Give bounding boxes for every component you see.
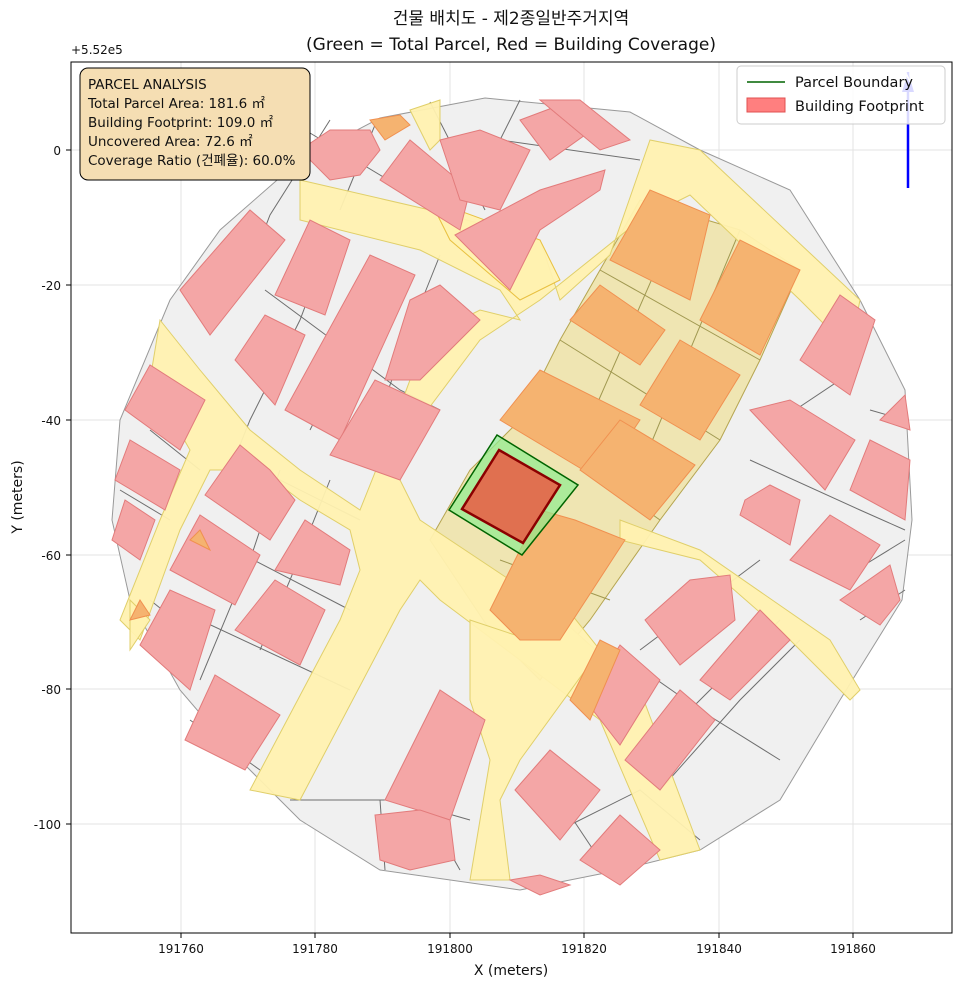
zone-building: [189, 529, 212, 552]
x-tick-label: 191860: [830, 942, 876, 956]
x-tick-label: 191800: [427, 942, 473, 956]
x-axis: 191760 191780 191800 191820 191840 19186…: [158, 933, 876, 979]
y-tick-label: -100: [34, 818, 61, 832]
parcel-analysis-box: PARCEL ANALYSIS Total Parcel Area: 181.6…: [79, 67, 311, 181]
context-building: [274, 519, 351, 586]
legend-building-swatch: [746, 97, 786, 113]
context-building: [384, 284, 481, 381]
context-building: [508, 874, 572, 896]
context-building: [644, 574, 736, 666]
context-building: [274, 219, 351, 316]
zone-building: [369, 114, 411, 141]
context-building: [579, 814, 661, 886]
road-network: [119, 139, 861, 861]
context-building: [204, 444, 296, 541]
context-building: [179, 209, 286, 336]
context-building: [739, 484, 801, 546]
info-total-area: Total Parcel Area: 181.6 ㎡: [87, 96, 265, 112]
context-building: [699, 609, 791, 701]
context-building: [234, 314, 306, 406]
zone-building: [129, 599, 151, 621]
road-segment: [619, 519, 861, 701]
zone-building: [569, 639, 621, 721]
info-building-footprint: Building Footprint: 109.0 ㎡: [88, 115, 274, 131]
x-tick-label: 191780: [292, 942, 338, 956]
info-box-background: [79, 67, 311, 181]
info-uncovered-area: Uncovered Area: 72.6 ㎡: [88, 134, 253, 150]
zone-building: [579, 419, 696, 521]
map-content: N: [111, 71, 914, 896]
context-buildings: [111, 99, 911, 896]
context-building: [799, 294, 876, 396]
zone-building: [639, 339, 741, 441]
context-building: [879, 393, 911, 431]
context-building: [284, 254, 416, 441]
context-building: [299, 129, 381, 181]
y-axis-label: Y (meters): [10, 460, 26, 534]
context-building: [514, 749, 601, 841]
context-building: [839, 564, 901, 626]
zone-buildings: [129, 114, 801, 721]
x-tick-label: 191820: [561, 942, 607, 956]
context-building: [234, 579, 326, 666]
x-tick-label: 191760: [158, 942, 204, 956]
x-axis-label: X (meters): [474, 963, 548, 979]
plot-frame: [70, 61, 953, 934]
y-offset-label: +5.52e5: [71, 43, 123, 57]
legend-parcel-label: Parcel Boundary: [795, 75, 913, 91]
zone-line: [599, 269, 761, 361]
y-tick-label: 0: [53, 144, 61, 158]
context-building: [439, 129, 531, 211]
y-tick-label: -80: [41, 683, 61, 697]
context-building: [139, 589, 216, 691]
y-axis: 0 -20 -40 -60 -80 -100 +5.52e5 Y (meters…: [10, 43, 123, 832]
subject-building-footprint[interactable]: [460, 448, 562, 545]
parcel-line: [749, 459, 906, 531]
legend-frame: [736, 65, 946, 125]
context-building: [538, 99, 632, 151]
legend: Parcel Boundary Building Footprint: [736, 65, 946, 125]
context-building: [124, 364, 206, 451]
context-building: [114, 439, 181, 511]
y-tick-label: -40: [41, 414, 61, 428]
zone-building: [609, 189, 711, 301]
parcel-line: [659, 639, 801, 791]
zone-building: [569, 284, 666, 366]
context-building: [111, 499, 156, 561]
info-coverage-ratio: Coverage Ratio (건폐율): 60.0%: [88, 153, 296, 169]
context-building: [789, 514, 881, 591]
context-building: [374, 809, 456, 871]
y-tick-label: -20: [41, 279, 61, 293]
y-tick-label: -60: [41, 549, 61, 563]
context-building: [184, 674, 281, 771]
zone-building: [699, 239, 801, 356]
map-title-line1: 건물 배치도 - 제2종일반주거지역: [393, 9, 629, 29]
context-building: [454, 169, 606, 291]
context-building: [624, 689, 716, 791]
context-building: [749, 399, 856, 491]
info-heading: PARCEL ANALYSIS: [88, 77, 207, 93]
legend-building-label: Building Footprint: [795, 99, 924, 115]
context-building: [329, 379, 441, 481]
x-tick-label: 191840: [696, 942, 742, 956]
map-title-line2: (Green = Total Parcel, Red = Building Co…: [306, 35, 716, 55]
context-building: [849, 439, 911, 521]
